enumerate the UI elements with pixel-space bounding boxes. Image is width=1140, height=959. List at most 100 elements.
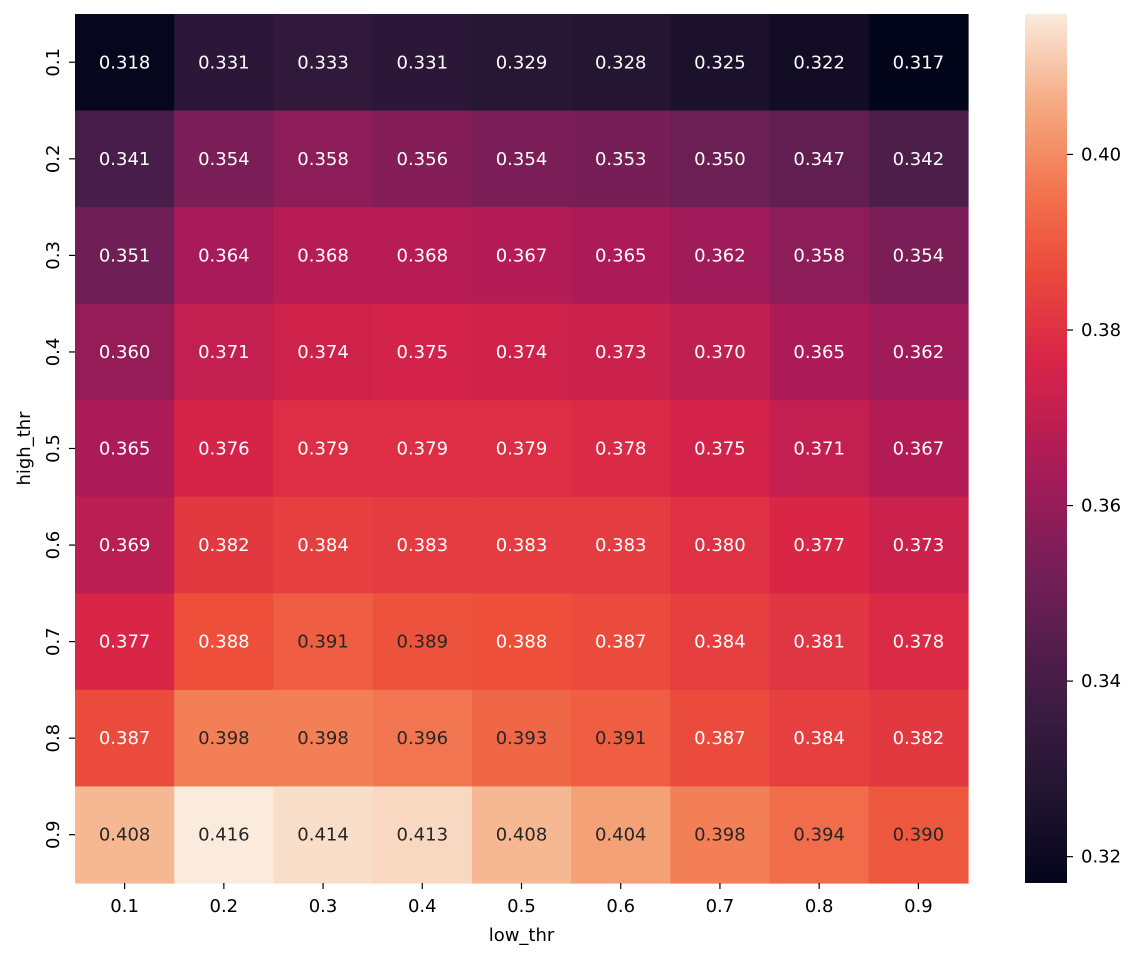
heatmap-cell	[868, 14, 969, 112]
y-tick-label: 0.5	[43, 434, 64, 463]
cell-value-label: 0.364	[198, 245, 250, 266]
cell-value-label: 0.374	[496, 342, 548, 363]
cell-value-label: 0.378	[893, 632, 945, 653]
cell-value-label: 0.369	[99, 535, 151, 556]
x-tick-label: 0.9	[904, 896, 933, 917]
heatmap-cell	[868, 207, 969, 305]
heatmap-cell	[273, 110, 374, 208]
cell-value-label: 0.322	[793, 52, 845, 73]
cell-value-label: 0.374	[297, 342, 349, 363]
cell-value-label: 0.353	[595, 149, 647, 170]
heatmap-cell	[174, 14, 275, 112]
heatmap-cell	[471, 400, 572, 498]
heatmap-cell	[571, 786, 671, 884]
y-axis-title: high_thr	[14, 411, 35, 486]
heatmap-cell	[769, 496, 870, 594]
cell-value-label: 0.356	[397, 149, 449, 170]
y-tick-label: 0.8	[43, 724, 64, 753]
y-tick-label: 0.3	[43, 241, 64, 270]
heatmap-cells	[75, 14, 969, 884]
cell-value-label: 0.379	[297, 439, 349, 460]
cell-value-label: 0.377	[793, 535, 845, 556]
cell-value-label: 0.404	[595, 825, 647, 846]
colorbar-tick-label: 0.32	[1081, 847, 1121, 868]
cell-value-label: 0.358	[297, 149, 349, 170]
cell-value-label: 0.382	[198, 535, 250, 556]
heatmap-cell	[75, 14, 175, 112]
x-tick-label: 0.8	[805, 896, 834, 917]
heatmap-cell	[670, 593, 771, 691]
cell-value-label: 0.396	[397, 728, 449, 749]
colorbar-tick-label: 0.36	[1081, 496, 1121, 517]
cell-value-label: 0.317	[893, 52, 945, 73]
heatmap-cell	[372, 689, 473, 788]
cell-value-label: 0.413	[397, 825, 449, 846]
cell-value-label: 0.394	[793, 825, 845, 846]
y-tick-label: 0.6	[43, 531, 64, 560]
x-tick-label: 0.1	[110, 896, 139, 917]
cell-value-label: 0.354	[893, 245, 945, 266]
cell-value-label: 0.383	[496, 535, 548, 556]
cell-value-label: 0.331	[198, 52, 250, 73]
cell-value-label: 0.383	[595, 535, 647, 556]
cell-value-label: 0.387	[99, 728, 151, 749]
cell-value-label: 0.375	[694, 439, 746, 460]
cell-value-label: 0.388	[496, 632, 548, 653]
cell-value-label: 0.387	[595, 632, 647, 653]
heatmap-cell	[75, 593, 175, 691]
heatmap-cell	[670, 786, 771, 884]
cell-value-label: 0.331	[397, 52, 449, 73]
heatmap-cell	[670, 14, 771, 112]
heatmap-cell	[75, 786, 175, 884]
heatmap-cell	[174, 786, 275, 884]
heatmap-cell	[174, 593, 275, 691]
x-axis-title: low_thr	[489, 925, 555, 946]
cell-value-label: 0.382	[893, 728, 945, 749]
x-tick-label: 0.3	[309, 896, 338, 917]
x-tick-label: 0.5	[507, 896, 536, 917]
colorbar-ticks: 0.32 0.34 0.36 0.38 0.40	[1067, 144, 1121, 868]
cell-value-label: 0.379	[397, 439, 449, 460]
heatmap-cell	[868, 303, 969, 401]
heatmap-cell	[670, 110, 771, 208]
cell-value-label: 0.393	[496, 728, 548, 749]
heatmap-cell	[769, 14, 870, 112]
heatmap-cell	[769, 786, 870, 884]
heatmap-cell	[75, 496, 175, 594]
heatmap-cell	[670, 496, 771, 594]
heatmap-cell	[571, 593, 671, 691]
y-tick-label: 0.7	[43, 627, 64, 656]
heatmap-cell	[273, 303, 374, 401]
cell-value-label: 0.341	[99, 149, 151, 170]
heatmap-cell	[471, 14, 572, 112]
heatmap-cell	[372, 110, 473, 208]
cell-value-label: 0.373	[595, 342, 647, 363]
heatmap-cell-labels: 0.318 0.331 0.333 0.331 0.329 0.328 0.325 0.322…	[99, 52, 944, 845]
heatmap-cell	[769, 400, 870, 498]
colorbar	[1025, 14, 1067, 883]
cell-value-label: 0.398	[198, 728, 250, 749]
cell-value-label: 0.408	[99, 825, 151, 846]
heatmap-cell	[571, 400, 671, 498]
cell-value-label: 0.365	[99, 439, 151, 460]
heatmap-cell	[769, 689, 870, 788]
cell-value-label: 0.371	[198, 342, 250, 363]
heatmap-cell	[471, 689, 572, 788]
cell-value-label: 0.383	[397, 535, 449, 556]
cell-value-label: 0.373	[893, 535, 945, 556]
x-tick-label: 0.2	[210, 896, 239, 917]
y-tick-label: 0.4	[43, 338, 64, 367]
heatmap-cell	[868, 786, 969, 884]
heatmap-cell	[372, 496, 473, 594]
x-axis-ticks: 0.1 0.2 0.3 0.4 0.5 0.6 0.7 0.8 0.9	[110, 883, 933, 917]
cell-value-label: 0.381	[793, 632, 845, 653]
cell-value-label: 0.377	[99, 632, 151, 653]
cell-value-label: 0.370	[694, 342, 746, 363]
x-tick-label: 0.4	[408, 896, 437, 917]
heatmap-cell	[273, 400, 374, 498]
cell-value-label: 0.398	[694, 825, 746, 846]
heatmap-cell	[769, 593, 870, 691]
cell-value-label: 0.376	[198, 439, 250, 460]
